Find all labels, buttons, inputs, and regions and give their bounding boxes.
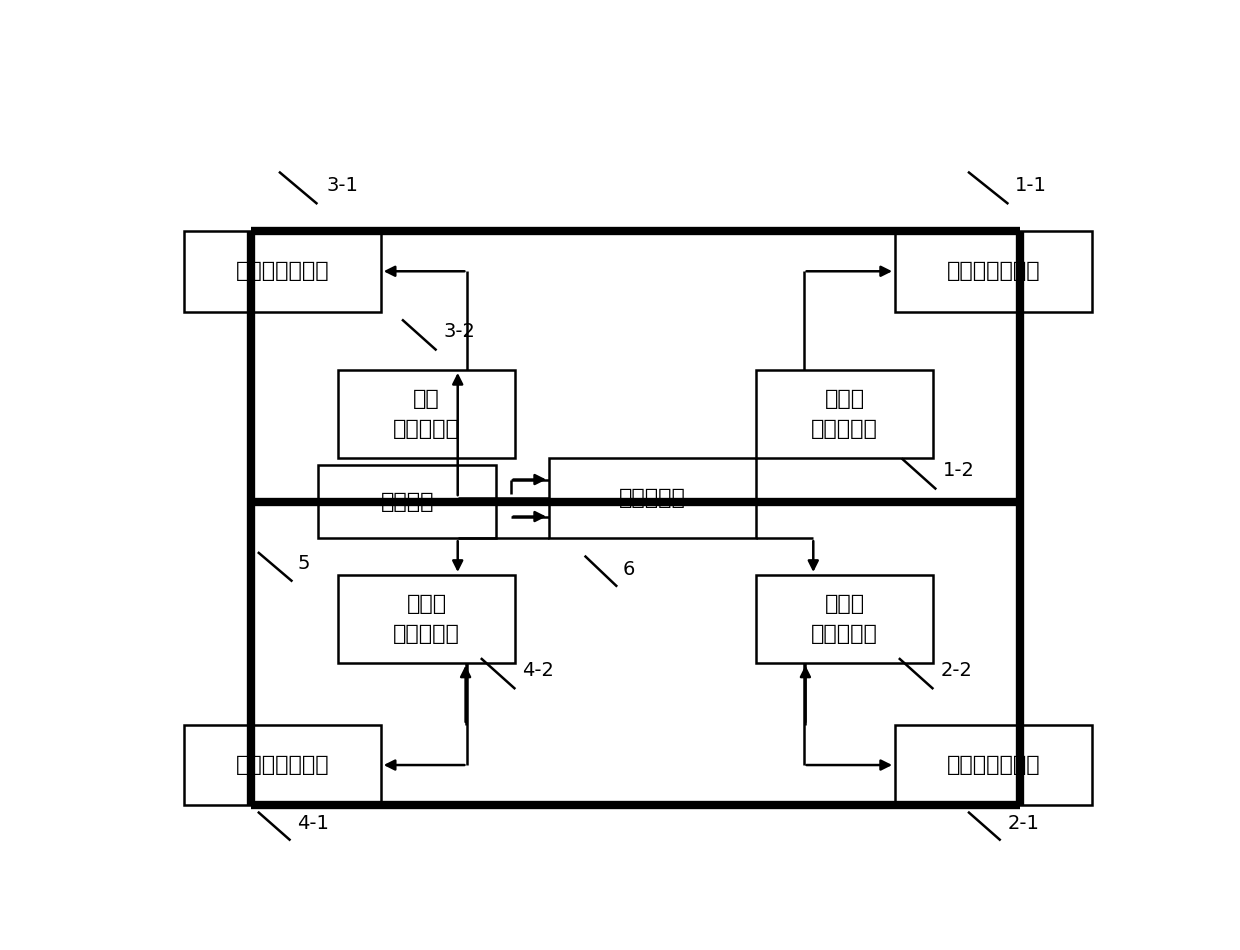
Text: 后左轮
电机控制器: 后左轮 电机控制器: [393, 594, 460, 643]
Text: 整车控制器: 整车控制器: [619, 488, 686, 508]
Bar: [337, 575, 516, 663]
Text: 后右轮
电机控制器: 后右轮 电机控制器: [811, 594, 878, 643]
Text: 动力电池: 动力电池: [381, 492, 434, 512]
Text: 后右轮驱动电机: 后右轮驱动电机: [946, 755, 1040, 775]
Bar: [895, 725, 1092, 806]
Text: 前左轮驱动电机: 前左轮驱动电机: [236, 261, 329, 281]
Text: 3-1: 3-1: [326, 176, 358, 195]
Text: 后左轮驱动电机: 后左轮驱动电机: [236, 755, 329, 775]
Text: 3-2: 3-2: [444, 322, 475, 341]
Text: 2-2: 2-2: [940, 661, 972, 680]
Text: 2-1: 2-1: [1007, 814, 1039, 833]
Bar: [755, 370, 934, 458]
Bar: [319, 466, 496, 539]
Text: 前左
电机控制器: 前左 电机控制器: [393, 390, 460, 439]
Bar: [184, 725, 381, 806]
Text: 1-2: 1-2: [942, 461, 975, 480]
Text: 4-2: 4-2: [522, 661, 554, 680]
Bar: [549, 458, 755, 539]
Text: 6: 6: [622, 560, 635, 579]
Text: 4-1: 4-1: [298, 814, 329, 833]
Bar: [895, 231, 1092, 312]
Bar: [337, 370, 516, 458]
Text: 前右轮驱动电机: 前右轮驱动电机: [946, 261, 1040, 281]
Bar: [755, 575, 934, 663]
Text: 前右轮
电机控制器: 前右轮 电机控制器: [811, 390, 878, 439]
Text: 5: 5: [298, 554, 310, 573]
Text: 1-1: 1-1: [1016, 176, 1047, 195]
Bar: [184, 231, 381, 312]
